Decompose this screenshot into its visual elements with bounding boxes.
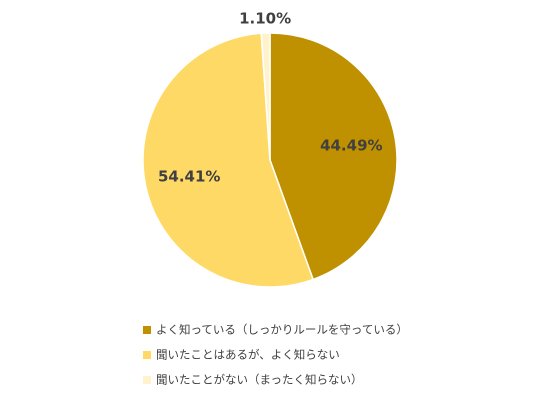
- legend-label: 聞いたことはあるが、よく知らない: [156, 348, 340, 362]
- legend-label: よく知っている（しっかりルールを守っている）: [156, 323, 408, 337]
- value-label: 54.41%: [158, 168, 220, 186]
- pie-slice: [260, 32, 271, 161]
- pie-slice: [269, 32, 398, 281]
- legend-label: 聞いたことがない（まったく知らない）: [156, 373, 363, 387]
- legend-swatch: [143, 351, 151, 359]
- value-label: 44.49%: [320, 136, 382, 154]
- legend-swatch: [143, 326, 151, 334]
- legend-swatch: [143, 376, 151, 384]
- value-label: 1.10%: [239, 10, 291, 28]
- pie-slice: [142, 32, 315, 288]
